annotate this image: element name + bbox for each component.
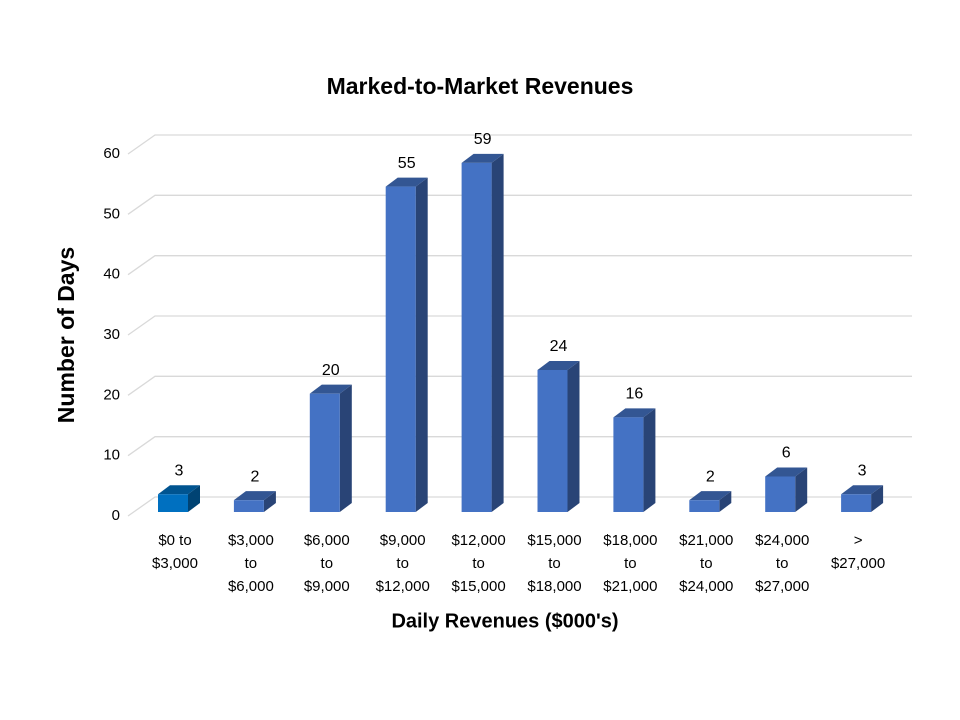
data-label: 3	[858, 462, 867, 479]
bar-side	[415, 177, 428, 513]
y-tick-label: 50	[103, 205, 120, 222]
y-tick-label: 20	[103, 386, 120, 403]
bar-top	[689, 491, 732, 501]
bar-top	[537, 361, 580, 370]
x-tick-label: $15,000 to $18,000	[527, 532, 582, 595]
grid-line	[127, 134, 912, 155]
bar-side	[719, 491, 732, 512]
chart-title: Marked-to-Market Revenues	[327, 73, 634, 99]
bar-side	[491, 153, 504, 512]
bar-side	[339, 384, 352, 512]
bar	[537, 370, 568, 512]
bar-side	[263, 491, 276, 512]
bar-side	[188, 485, 200, 512]
data-label: 2	[250, 468, 259, 485]
bar	[461, 162, 492, 512]
data-label: 55	[398, 155, 416, 172]
bar	[309, 393, 340, 512]
bar-top	[841, 485, 884, 495]
bar-top	[765, 467, 808, 477]
bar-top	[613, 408, 656, 418]
data-label: 20	[322, 362, 340, 379]
bar-top	[309, 384, 352, 394]
bar	[385, 186, 416, 513]
x-tick-label: $0 to $3,000	[152, 532, 198, 572]
bar-top	[385, 177, 428, 187]
bar-top	[461, 153, 504, 163]
bar-top	[158, 485, 200, 495]
x-tick-label: $12,000 to $15,000	[451, 532, 506, 595]
x-tick-label: $24,000 to $27,000	[755, 532, 810, 595]
bar-side	[795, 467, 808, 512]
x-tick-label: $6,000 to $9,000	[303, 532, 350, 595]
y-tick-label: 60	[103, 145, 120, 162]
data-label: 2	[706, 468, 715, 485]
x-tick-label: $3,000 to $6,000	[227, 532, 274, 595]
y-tick-label: 0	[112, 507, 120, 524]
bar	[765, 476, 796, 512]
data-label: 24	[550, 338, 568, 355]
bar	[689, 500, 720, 512]
grid-line	[127, 315, 912, 336]
x-axis-title: Daily Revenues ($000's)	[391, 610, 618, 632]
y-axis-title: Number of Days	[53, 247, 79, 423]
grid-line	[127, 496, 912, 517]
x-tick-label: $21,000 to $24,000	[679, 532, 734, 595]
bar-side	[871, 485, 884, 512]
x-tick-label: $9,000 to $12,000	[375, 532, 430, 595]
y-tick-label: 10	[103, 447, 120, 464]
grid-line	[127, 194, 912, 215]
data-label: 59	[474, 131, 492, 148]
bar	[841, 494, 872, 512]
x-tick-label: $18,000 to $21,000	[603, 532, 658, 595]
data-label: 16	[626, 386, 644, 403]
data-label: 3	[175, 462, 184, 479]
data-label: 6	[782, 445, 791, 462]
bar	[613, 417, 644, 512]
bar	[233, 500, 264, 512]
y-tick-label: 30	[103, 326, 120, 343]
bar	[158, 494, 188, 512]
grid-line	[127, 436, 912, 457]
x-tick-label: > $27,000	[830, 532, 886, 572]
bar-side	[567, 361, 580, 512]
bar-side	[643, 408, 656, 512]
y-tick-label: 40	[103, 266, 120, 283]
grid-line	[127, 255, 912, 276]
grid-line	[127, 375, 912, 396]
bar-top	[233, 491, 276, 501]
